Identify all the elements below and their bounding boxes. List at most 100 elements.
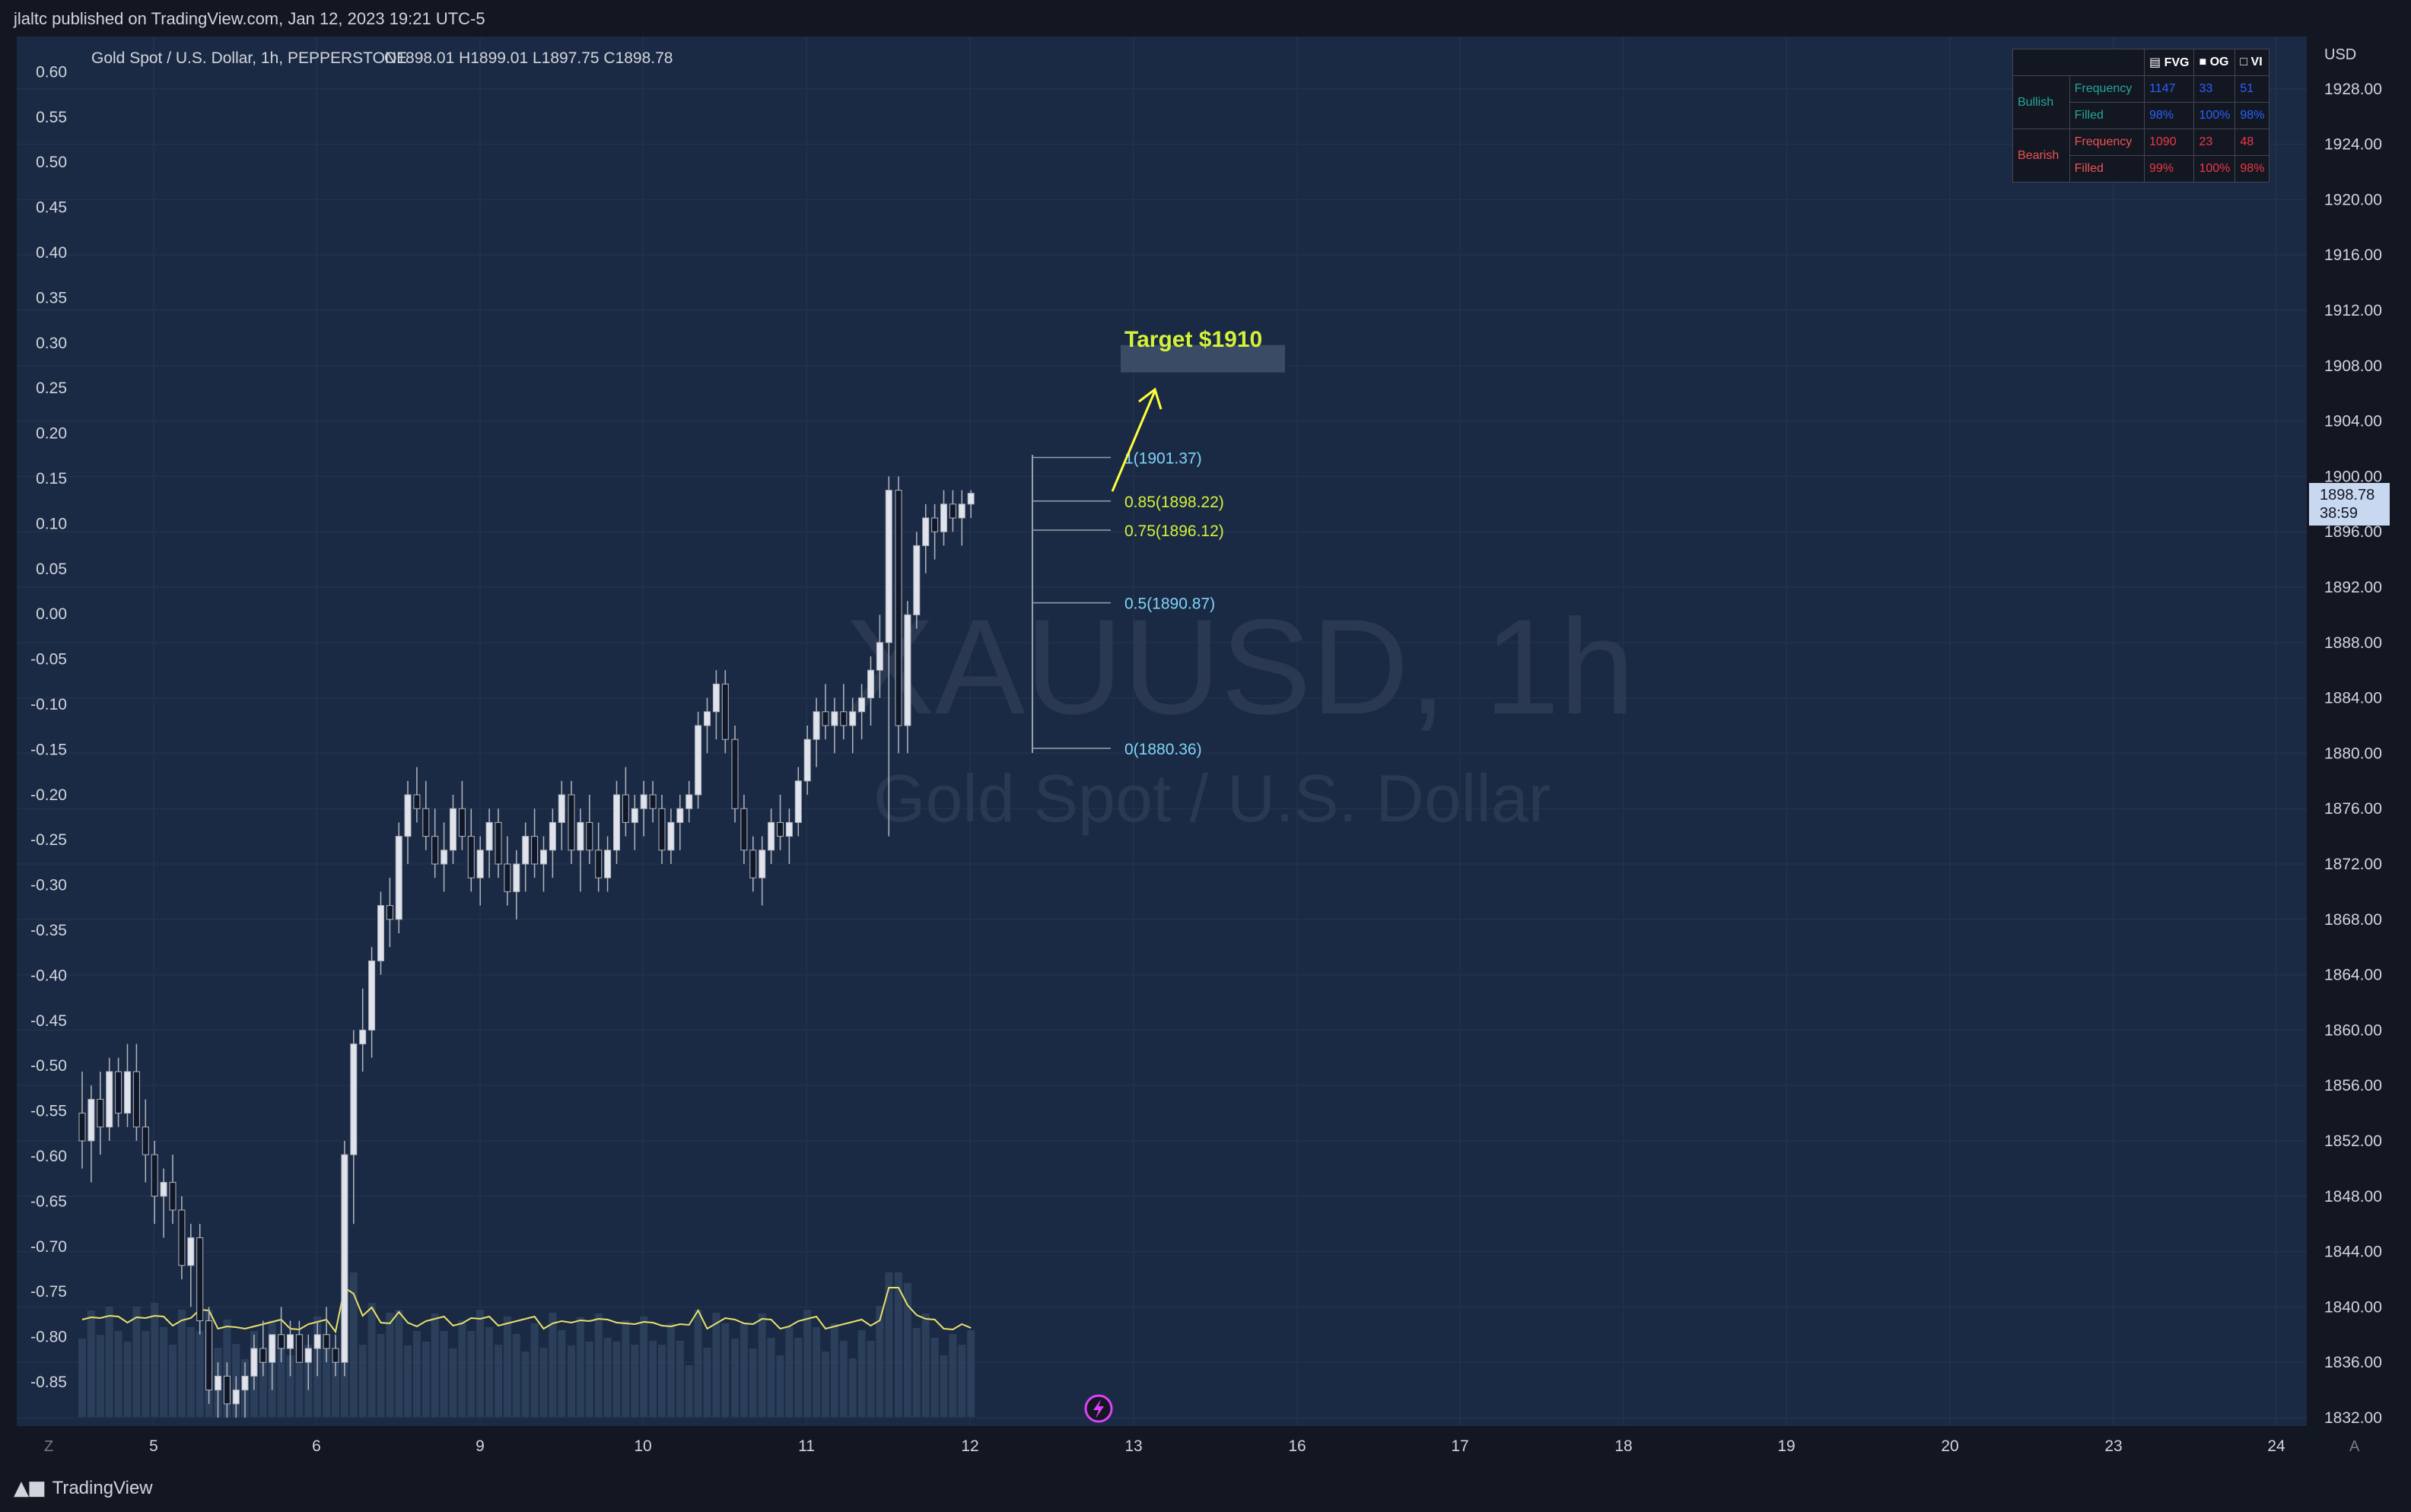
candle-up [522, 836, 530, 865]
table-cell: 1090 [2143, 129, 2195, 156]
candle-up [704, 711, 711, 726]
metric-label: Frequency [2069, 129, 2145, 156]
volume-bar [142, 1331, 150, 1417]
candle-up [341, 1154, 348, 1363]
candle-down [495, 821, 502, 865]
candle-down [205, 1320, 213, 1391]
oscillator-tick-label: 0.25 [36, 380, 67, 397]
volume-bar [740, 1324, 748, 1417]
price-tick-label: 1832.00 [2324, 1409, 2382, 1427]
volume-bar [785, 1327, 794, 1417]
volume-bar [848, 1358, 857, 1417]
price-tick-label: 1840.00 [2324, 1298, 2382, 1316]
volume-bar [87, 1310, 95, 1417]
candlestick-series [78, 476, 975, 1418]
volume-bar [776, 1355, 784, 1417]
price-tick-label: 1888.00 [2324, 634, 2382, 652]
volume-bar [822, 1352, 829, 1417]
price-tick-label: 1856.00 [2324, 1077, 2382, 1094]
candle-down [777, 821, 784, 837]
tradingview-logo[interactable]: ▲■ TradingView [14, 1477, 153, 1500]
volume-bar [277, 1338, 285, 1417]
oscillator-tick-label: 0.20 [36, 425, 67, 443]
volume-bar [940, 1355, 948, 1417]
candle-up [124, 1071, 131, 1114]
time-axis-left-button[interactable]: Z [44, 1438, 53, 1455]
candle-up [849, 711, 857, 726]
volume-bar [813, 1327, 821, 1417]
volume-bar [885, 1272, 893, 1417]
oscillator-axis[interactable]: 0.650.600.550.500.450.400.350.300.250.20… [30, 37, 67, 1391]
publish-info: jlaltc published on TradingView.com, Jan… [14, 9, 485, 28]
candle-up [885, 490, 892, 643]
time-tick-label: 17 [1451, 1437, 1468, 1455]
volume-bar [867, 1341, 875, 1417]
volume-bar [467, 1331, 476, 1417]
candle-up [858, 697, 866, 713]
fvg-table-header-row: ▤ FVG ■ OG □ VI [2012, 49, 2270, 76]
volume-bar [96, 1335, 104, 1417]
oscillator-tick-label: 0.50 [36, 154, 67, 171]
candle-up [368, 960, 376, 1031]
vi-checkbox-icon: □ [2240, 56, 2248, 68]
oscillator-tick-label: 0.45 [36, 199, 67, 217]
price-tick-label: 1908.00 [2324, 357, 2382, 375]
fib-level-label: 1(1901.37) [1124, 449, 1202, 467]
chart-panel[interactable]: XAUUSD, 1h Gold Spot / U.S. Dollar 1(190… [0, 37, 2411, 1466]
oscillator-tick-label: -0.05 [30, 651, 67, 669]
volume-bar [685, 1365, 693, 1417]
price-axis[interactable]: 1928.00 1924.00 1920.00 1916.00 1912.00 1908.… [2324, 81, 2382, 1427]
oscillator-tick-label: 0.30 [36, 335, 67, 352]
oscillator-tick-label: -0.25 [30, 831, 67, 849]
candle-down [586, 821, 593, 851]
volume-bar [323, 1334, 331, 1417]
currency-label: USD [2324, 46, 2356, 63]
time-axis-right-button[interactable]: A [2349, 1438, 2360, 1455]
table-cell: 99% [2143, 155, 2195, 183]
volume-bar [749, 1348, 757, 1417]
time-tick-label: 5 [149, 1437, 158, 1455]
right-axis-background [2307, 37, 2411, 1466]
candle-down [895, 490, 902, 726]
volume-bar [912, 1328, 921, 1417]
chart-canvas[interactable]: XAUUSD, 1h Gold Spot / U.S. Dollar 1(190… [0, 37, 2411, 1466]
oscillator-tick-label: -0.55 [30, 1103, 67, 1120]
time-axis[interactable]: 5 6 9 10 11 12 13 16 17 18 19 20 23 24 [149, 1437, 2285, 1455]
volume-bar [105, 1307, 113, 1417]
target-zone-box[interactable] [1121, 345, 1285, 373]
volume-bar [404, 1345, 412, 1417]
volume-bar [930, 1338, 939, 1417]
candle-up [160, 1182, 167, 1197]
candle-up [958, 503, 965, 519]
volume-bar [830, 1323, 838, 1417]
time-tick-label: 20 [1941, 1437, 1958, 1455]
candle-up [604, 850, 612, 878]
volume-bar [666, 1323, 675, 1417]
candle-up [558, 794, 565, 823]
time-tick-label: 9 [476, 1437, 485, 1455]
volume-bar [612, 1342, 621, 1417]
time-tick-label: 12 [961, 1437, 978, 1455]
candle-up [803, 739, 811, 782]
oscillator-tick-label: -0.30 [30, 877, 67, 894]
candle-up [631, 808, 638, 823]
table-cell: 48 [2234, 129, 2270, 156]
watermark-symbol: XAUUSD, 1h [844, 591, 1635, 742]
candle-down [223, 1375, 231, 1405]
watermark-description: Gold Spot / U.S. Dollar [873, 761, 1551, 836]
symbol-title: Gold Spot / U.S. Dollar, 1h, PEPPERSTONE [91, 49, 407, 67]
candle-down [97, 1098, 104, 1128]
fibonacci-levels[interactable]: 1(1901.37) 0.85(1898.22) 0.75(1896.12) 0.5(… [1032, 449, 1224, 758]
oscillator-tick-label: -0.70 [30, 1238, 67, 1256]
oscillator-tick-label: -0.20 [30, 786, 67, 804]
volume-bar [658, 1345, 666, 1417]
lightning-bolt-icon[interactable] [1084, 1394, 1113, 1423]
chart-background [17, 37, 2307, 1426]
candle-down [332, 1348, 339, 1363]
price-tick-label: 1860.00 [2324, 1021, 2382, 1039]
publish-header: jlaltc published on TradingView.com, Jan… [0, 0, 2411, 37]
volume-bar [758, 1313, 766, 1417]
volume-bar [721, 1323, 730, 1417]
header-vi: □ VI [2234, 49, 2270, 76]
volume-bar [568, 1345, 575, 1417]
